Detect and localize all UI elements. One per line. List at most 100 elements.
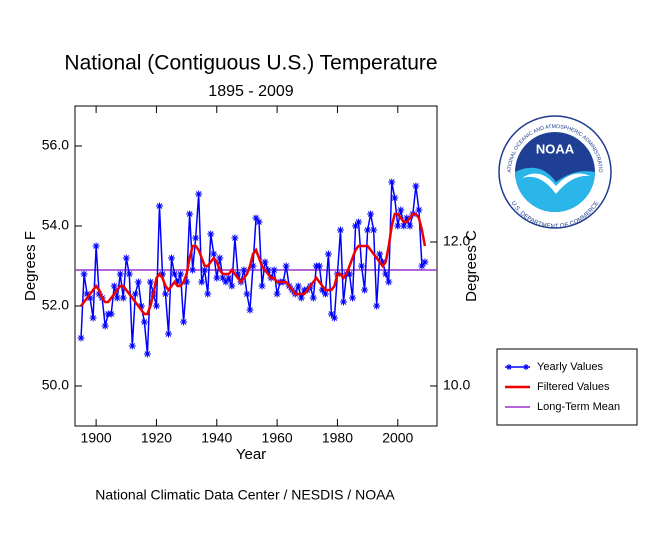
data-point [122,254,130,262]
data-point [282,262,290,270]
y-axis-label: Degrees F [22,231,39,301]
data-point [158,270,166,278]
data-point [330,314,338,322]
data-point [201,266,209,274]
data-point [324,250,332,258]
data-point [421,258,429,266]
data-point [125,270,133,278]
y-tick-label: 52.0 [42,297,69,313]
data-point [412,182,420,190]
data-point [361,286,369,294]
data-point [155,202,163,210]
data-point [318,286,326,294]
data-point [204,290,212,298]
data-point [261,258,269,266]
legend-label: Long-Term Mean [537,401,620,413]
data-point [162,290,169,298]
y-tick-label: 56.0 [42,137,69,153]
data-point [418,262,426,270]
data-point [168,254,176,262]
data-point [349,294,357,302]
data-point [297,294,305,302]
data-point [86,294,94,302]
data-point [95,290,103,298]
data-point [128,342,136,350]
data-point [192,234,200,242]
data-point [358,262,366,270]
data-point [195,190,203,198]
data-point [376,250,384,258]
data-point [315,262,323,270]
data-point [137,302,145,310]
data-point [294,282,302,290]
data-point [252,214,260,222]
data-point [249,262,257,270]
data-point [367,210,375,218]
series-line [80,212,427,316]
data-point [146,278,154,286]
logo-gull [522,173,590,194]
data-point [225,274,233,282]
y2-tick-label: 12.0 [443,233,470,249]
data-point [391,194,399,202]
y-tick-label: 54.0 [42,217,69,233]
data-point [382,270,390,278]
data-point [406,222,414,230]
data-point [189,266,197,274]
data-point [80,270,88,278]
x-tick-label: 1900 [81,430,112,446]
data-point [119,294,127,302]
legend-marker [523,364,529,370]
data-point [258,282,266,290]
data-point [370,226,378,234]
data-point [113,294,121,302]
plot-frame [74,105,438,427]
legend-marker [506,364,512,370]
noaa-logo: NOAA NATIONAL OCEANIC AND ATMOSPHERIC AD… [0,0,612,230]
data-point [403,214,411,222]
data-point [309,294,317,302]
chart-title: National (Contiguous U.S.) Temperature [64,52,437,75]
data-point [264,266,272,274]
data-point [213,274,221,282]
data-point [219,274,227,282]
data-point [339,298,347,306]
data-point [231,234,239,242]
data-point [116,270,124,278]
data-point [234,270,242,278]
data-point [134,278,142,286]
x-tick-label: 1960 [262,430,293,446]
data-point [101,322,109,330]
data-point [171,270,179,278]
data-point [83,290,91,298]
data-point [92,242,100,250]
chart-subtitle: 1895 - 2009 [208,83,294,100]
data-point [327,310,335,318]
data-point [174,278,182,286]
data-point [240,266,248,274]
x-tick-label: 1980 [322,430,353,446]
data-point [89,314,97,322]
y2-tick-label: 10.0 [443,377,470,393]
x-axis-label: Year [236,446,266,463]
y2-axis-label: Degrees C [463,230,480,302]
data-point [270,266,278,274]
data-point [397,206,405,214]
data-point [207,230,215,238]
data-point [198,278,206,286]
data-point [364,226,372,234]
data-point [165,330,173,338]
data-point [107,310,115,318]
legend-label: Yearly Values [537,361,604,373]
data-point [246,306,254,314]
data-point [243,290,251,298]
data-point [373,302,381,310]
source-note: National Climatic Data Center / NESDIS /… [95,487,395,503]
x-tick-label: 1940 [201,430,232,446]
data-point [77,334,85,342]
data-point [385,278,393,286]
data-point [321,290,329,298]
data-point [152,302,160,310]
logo-name: NOAA [536,141,575,156]
